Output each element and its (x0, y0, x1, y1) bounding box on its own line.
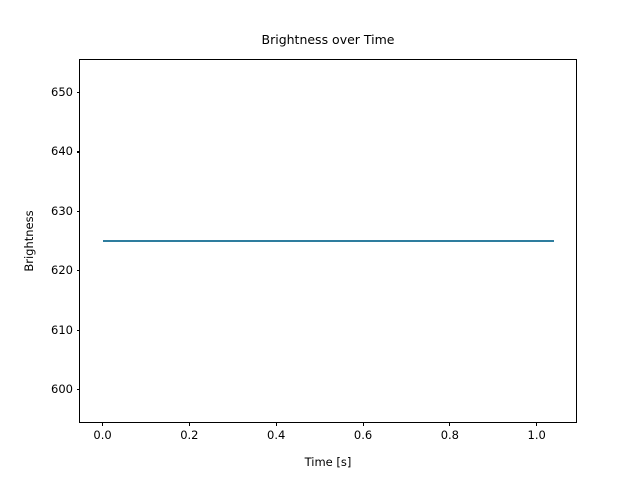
y-tick-label: 640 (51, 144, 73, 159)
y-tick-mark (76, 329, 80, 331)
y-tick-label: 630 (51, 203, 73, 218)
x-tick-label: 0.2 (180, 428, 199, 442)
x-axis-label: Time [s] (304, 455, 352, 469)
x-tick-mark (449, 422, 451, 426)
y-tick-mark (76, 270, 80, 272)
y-tick-mark (76, 151, 80, 153)
y-tick-mark (76, 92, 80, 94)
x-tick-label: 0.4 (267, 428, 286, 442)
plot-area (80, 60, 576, 422)
data-line-brightness (102, 240, 554, 242)
x-tick-mark (536, 422, 538, 426)
x-tick-label: 0.6 (353, 428, 373, 442)
y-tick-label: 600 (51, 381, 73, 396)
y-axis-label: Brightness (22, 210, 36, 272)
x-tick-mark (275, 422, 277, 426)
x-tick-mark (102, 422, 104, 426)
x-tick-label: 0.8 (440, 428, 459, 442)
x-tick-label: 1.0 (527, 428, 546, 442)
y-tick-label: 650 (51, 85, 73, 100)
y-tick-mark (76, 210, 80, 212)
chart-title: Brightness over Time (261, 32, 395, 47)
y-tick-label: 610 (51, 322, 73, 337)
y-tick-label: 620 (51, 263, 73, 278)
plot-axes: 600 610 620 630 640 650 0.0 0.2 0.4 0.6 0.8 1.0 (51, 59, 577, 442)
x-tick-mark (362, 422, 364, 426)
x-tick-mark (188, 422, 190, 426)
x-tick-label: 0.0 (93, 428, 112, 442)
y-tick-mark (76, 388, 80, 390)
